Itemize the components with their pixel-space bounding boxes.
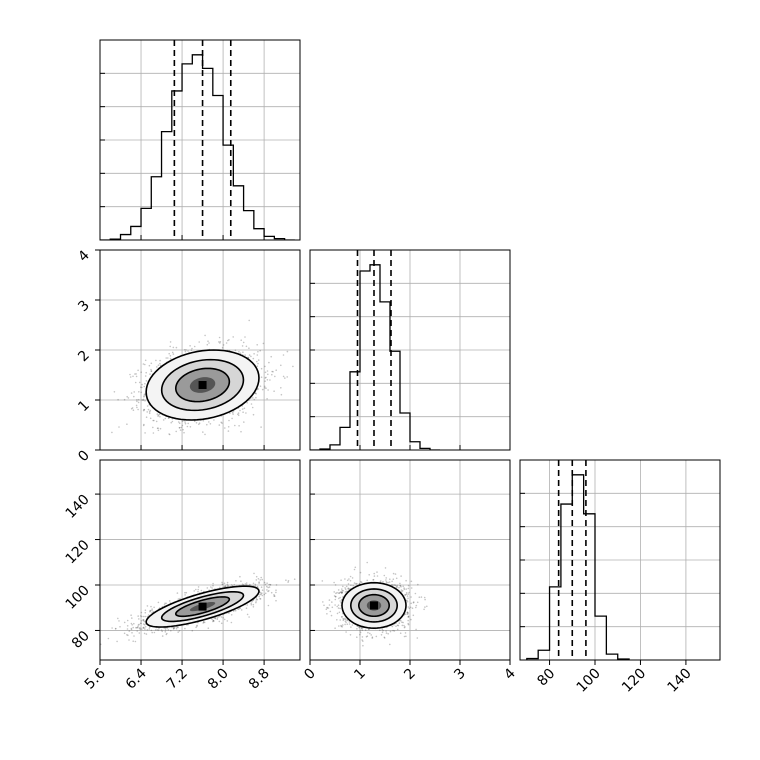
y-tick-label: 1 [75, 398, 93, 416]
y-tick-label: 3 [75, 298, 93, 316]
x-tick-label: 8.0 [205, 666, 232, 693]
histogram-panel-p2 [519, 459, 721, 661]
contour-line [174, 596, 231, 618]
histogram-p1 [310, 264, 440, 450]
density-peak [198, 602, 207, 611]
y-tick-label: 2 [75, 348, 93, 366]
histogram-panel-p0 [99, 39, 301, 241]
y-tick-label: 100 [63, 583, 93, 613]
contour-line [357, 593, 391, 618]
density-peak [198, 381, 207, 389]
contour-line [174, 367, 231, 403]
x-tick-label: 3 [451, 666, 469, 684]
contour-line [160, 358, 245, 412]
contour-line [145, 349, 260, 421]
density-panel-p1-p2 [309, 459, 511, 661]
histogram-p0 [100, 54, 295, 240]
x-tick-label: 100 [574, 666, 604, 696]
x-tick-label: 1 [351, 666, 369, 684]
histogram-panel-p1 [309, 249, 511, 451]
contour-line [145, 585, 260, 628]
y-tick-label: 0 [75, 448, 93, 466]
x-tick-label: 7.2 [164, 666, 191, 693]
x-tick-label: 120 [619, 666, 649, 696]
x-tick-label: 4 [501, 665, 519, 683]
panel-frame [99, 459, 301, 661]
x-tick-label: 2 [401, 666, 419, 684]
x-tick-label: 5.6 [82, 665, 109, 692]
y-tick-label: 140 [63, 492, 93, 522]
x-tick-label: 0 [301, 666, 319, 684]
density-panel-p0-p1 [99, 249, 301, 451]
x-tick-label: 8.8 [246, 666, 273, 693]
x-tick-label: 80 [534, 666, 558, 690]
panel-frame [99, 39, 301, 241]
x-tick-label: 140 [665, 666, 695, 696]
y-tick-label: 80 [69, 628, 93, 652]
y-tick-label: 4 [75, 247, 93, 265]
contour-line [341, 581, 407, 629]
contour-line [349, 588, 399, 623]
contour-line [160, 590, 245, 623]
y-tick-label: 120 [63, 537, 93, 567]
panel-frame [519, 459, 721, 661]
density-panel-p0-p2 [99, 459, 301, 661]
density-peak [370, 601, 378, 610]
histogram-p2 [526, 474, 630, 660]
x-tick-label: 6.4 [123, 665, 150, 692]
